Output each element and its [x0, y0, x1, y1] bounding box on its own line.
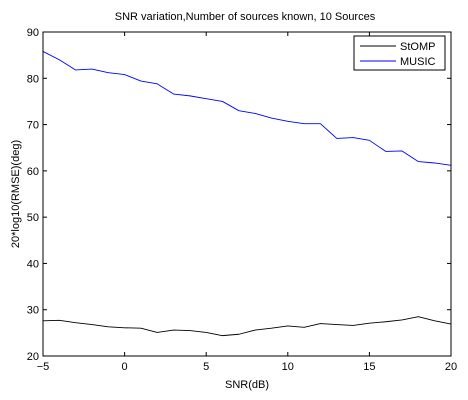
legend-label-stomp: StOMP [400, 41, 435, 53]
series-line-music [42, 51, 452, 166]
y-tick-label: 70 [27, 120, 39, 132]
y-tick-label: 50 [27, 212, 39, 224]
series-line-stomp [42, 316, 452, 337]
y-tick-label: 40 [27, 258, 39, 270]
x-tick-label: 20 [445, 361, 457, 373]
legend-box [353, 35, 446, 71]
y-tick-label: 60 [27, 166, 39, 178]
y-tick-label: 20 [27, 351, 39, 363]
legend: StOMP MUSIC [353, 35, 446, 71]
x-tick-label: 15 [363, 361, 375, 373]
legend-label-music: MUSIC [400, 56, 436, 68]
x-tick-label: 0 [122, 361, 128, 373]
y-tick-label: 80 [27, 73, 39, 85]
y-tick-label: 90 [27, 27, 39, 39]
series-lines [42, 51, 452, 337]
chart-title: SNR variation,Number of sources known, 1… [115, 11, 376, 23]
x-axis-label: SNR(dB) [225, 379, 269, 391]
y-tick-label: 30 [27, 305, 39, 317]
y-axis-label: 20*log10(RMSE)(deg) [10, 140, 22, 248]
x-tick-label: 5 [203, 361, 209, 373]
x-tick-label: 10 [282, 361, 294, 373]
x-tick-label: −5 [37, 361, 50, 373]
plot-frame [42, 31, 452, 357]
